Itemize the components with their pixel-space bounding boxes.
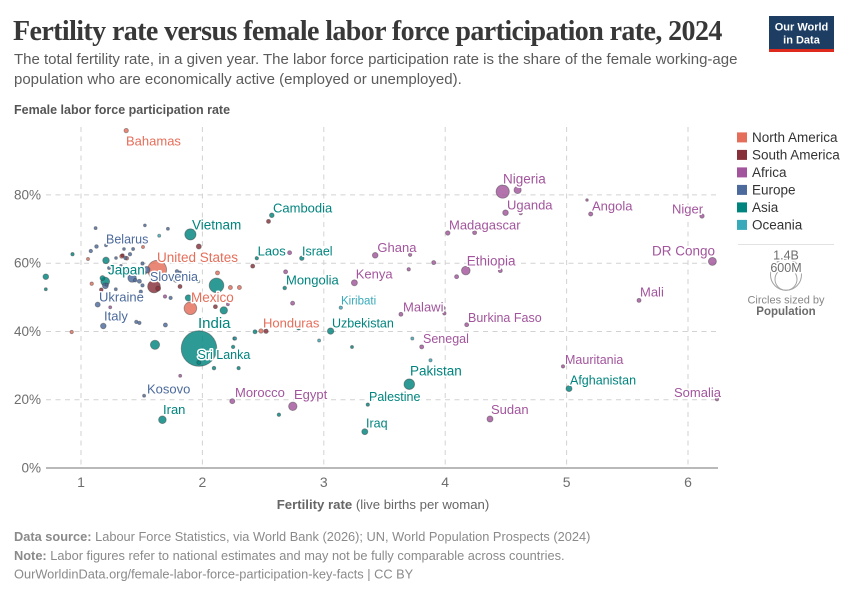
svg-text:Japan: Japan — [108, 263, 145, 278]
svg-text:Circles sized by: Circles sized by — [747, 295, 825, 307]
svg-text:Niger: Niger — [672, 202, 704, 217]
svg-text:20%: 20% — [14, 392, 41, 407]
svg-text:North America: North America — [752, 130, 838, 145]
svg-text:3: 3 — [320, 474, 328, 490]
svg-text:60%: 60% — [14, 256, 41, 271]
svg-text:6: 6 — [684, 474, 692, 490]
svg-text:DR Congo: DR Congo — [652, 244, 715, 259]
svg-text:Iran: Iran — [163, 402, 185, 417]
svg-text:1.4B: 1.4B — [773, 249, 799, 263]
svg-text:4: 4 — [441, 474, 449, 490]
svg-text:Data source: Labour Force Stat: Data source: Labour Force Statistics, vi… — [14, 529, 590, 544]
svg-text:OurWorldinData.org/female-labo: OurWorldinData.org/female-labor-force-pa… — [14, 567, 414, 582]
svg-text:Bahamas: Bahamas — [126, 134, 181, 149]
svg-text:Mali: Mali — [640, 285, 664, 300]
svg-text:Israel: Israel — [302, 245, 333, 259]
svg-text:India: India — [198, 315, 231, 332]
svg-text:Egypt: Egypt — [294, 387, 328, 402]
svg-text:Fertility rate (live births pe: Fertility rate (live births per woman) — [277, 497, 490, 512]
svg-text:5: 5 — [563, 474, 571, 490]
svg-text:600M: 600M — [770, 261, 801, 275]
svg-text:population who are economicall: population who are economically active (… — [14, 71, 462, 88]
svg-text:Cambodia: Cambodia — [273, 201, 333, 216]
svg-text:Vietnam: Vietnam — [192, 218, 241, 233]
svg-text:1: 1 — [77, 474, 85, 490]
svg-text:in Data: in Data — [783, 35, 821, 47]
svg-text:Honduras: Honduras — [263, 316, 320, 331]
svg-text:Mexico: Mexico — [191, 290, 234, 305]
svg-text:Sri Lanka: Sri Lanka — [198, 348, 251, 362]
svg-text:Malawi: Malawi — [403, 300, 444, 315]
svg-text:Note: Labor figures refer to n: Note: Labor figures refer to national es… — [14, 548, 565, 563]
svg-text:Italy: Italy — [104, 309, 128, 324]
svg-text:Our World: Our World — [775, 22, 829, 34]
svg-text:Nigeria: Nigeria — [503, 172, 546, 187]
svg-text:Morocco: Morocco — [235, 385, 285, 400]
svg-text:Ghana: Ghana — [377, 240, 417, 255]
svg-text:Ethiopia: Ethiopia — [467, 254, 516, 269]
svg-text:Burkina Faso: Burkina Faso — [468, 311, 542, 325]
svg-text:Madagascar: Madagascar — [449, 218, 521, 233]
svg-text:Africa: Africa — [752, 165, 787, 180]
svg-text:Oceania: Oceania — [752, 218, 803, 233]
svg-text:Iraq: Iraq — [366, 417, 388, 431]
svg-text:Angola: Angola — [592, 199, 633, 214]
svg-text:Palestine: Palestine — [369, 390, 420, 404]
svg-text:Kenya: Kenya — [356, 267, 394, 282]
svg-text:Population: Population — [756, 306, 815, 318]
svg-text:2: 2 — [199, 474, 207, 490]
svg-text:Laos: Laos — [258, 244, 287, 259]
svg-text:The total fertility rate, in a: The total fertility rate, in a given yea… — [14, 51, 737, 68]
svg-text:0%: 0% — [21, 461, 41, 476]
svg-text:Mauritania: Mauritania — [565, 353, 623, 367]
svg-text:40%: 40% — [14, 324, 41, 339]
svg-text:Slovenia: Slovenia — [150, 270, 198, 284]
svg-text:Asia: Asia — [752, 200, 779, 215]
svg-text:Kosovo: Kosovo — [147, 382, 190, 397]
svg-text:Europe: Europe — [752, 183, 796, 198]
svg-text:Mongolia: Mongolia — [286, 273, 340, 288]
svg-text:Fertility rate versus female l: Fertility rate versus female labor force… — [13, 16, 722, 47]
svg-text:Ukraine: Ukraine — [99, 290, 144, 305]
svg-text:Uganda: Uganda — [507, 198, 553, 213]
svg-text:United States: United States — [157, 250, 238, 265]
svg-text:Female labor force participati: Female labor force participation rate — [14, 103, 230, 117]
svg-text:Afghanistan: Afghanistan — [570, 374, 636, 388]
svg-text:Pakistan: Pakistan — [410, 364, 462, 379]
svg-text:South America: South America — [752, 148, 840, 163]
svg-text:Sudan: Sudan — [491, 402, 529, 417]
svg-text:Kiribati: Kiribati — [341, 296, 376, 308]
svg-text:Belarus: Belarus — [106, 233, 148, 247]
svg-text:80%: 80% — [14, 187, 41, 202]
svg-text:Senegal: Senegal — [423, 332, 469, 346]
svg-text:Uzbekistan: Uzbekistan — [332, 317, 394, 331]
svg-text:Somalia: Somalia — [674, 385, 722, 400]
